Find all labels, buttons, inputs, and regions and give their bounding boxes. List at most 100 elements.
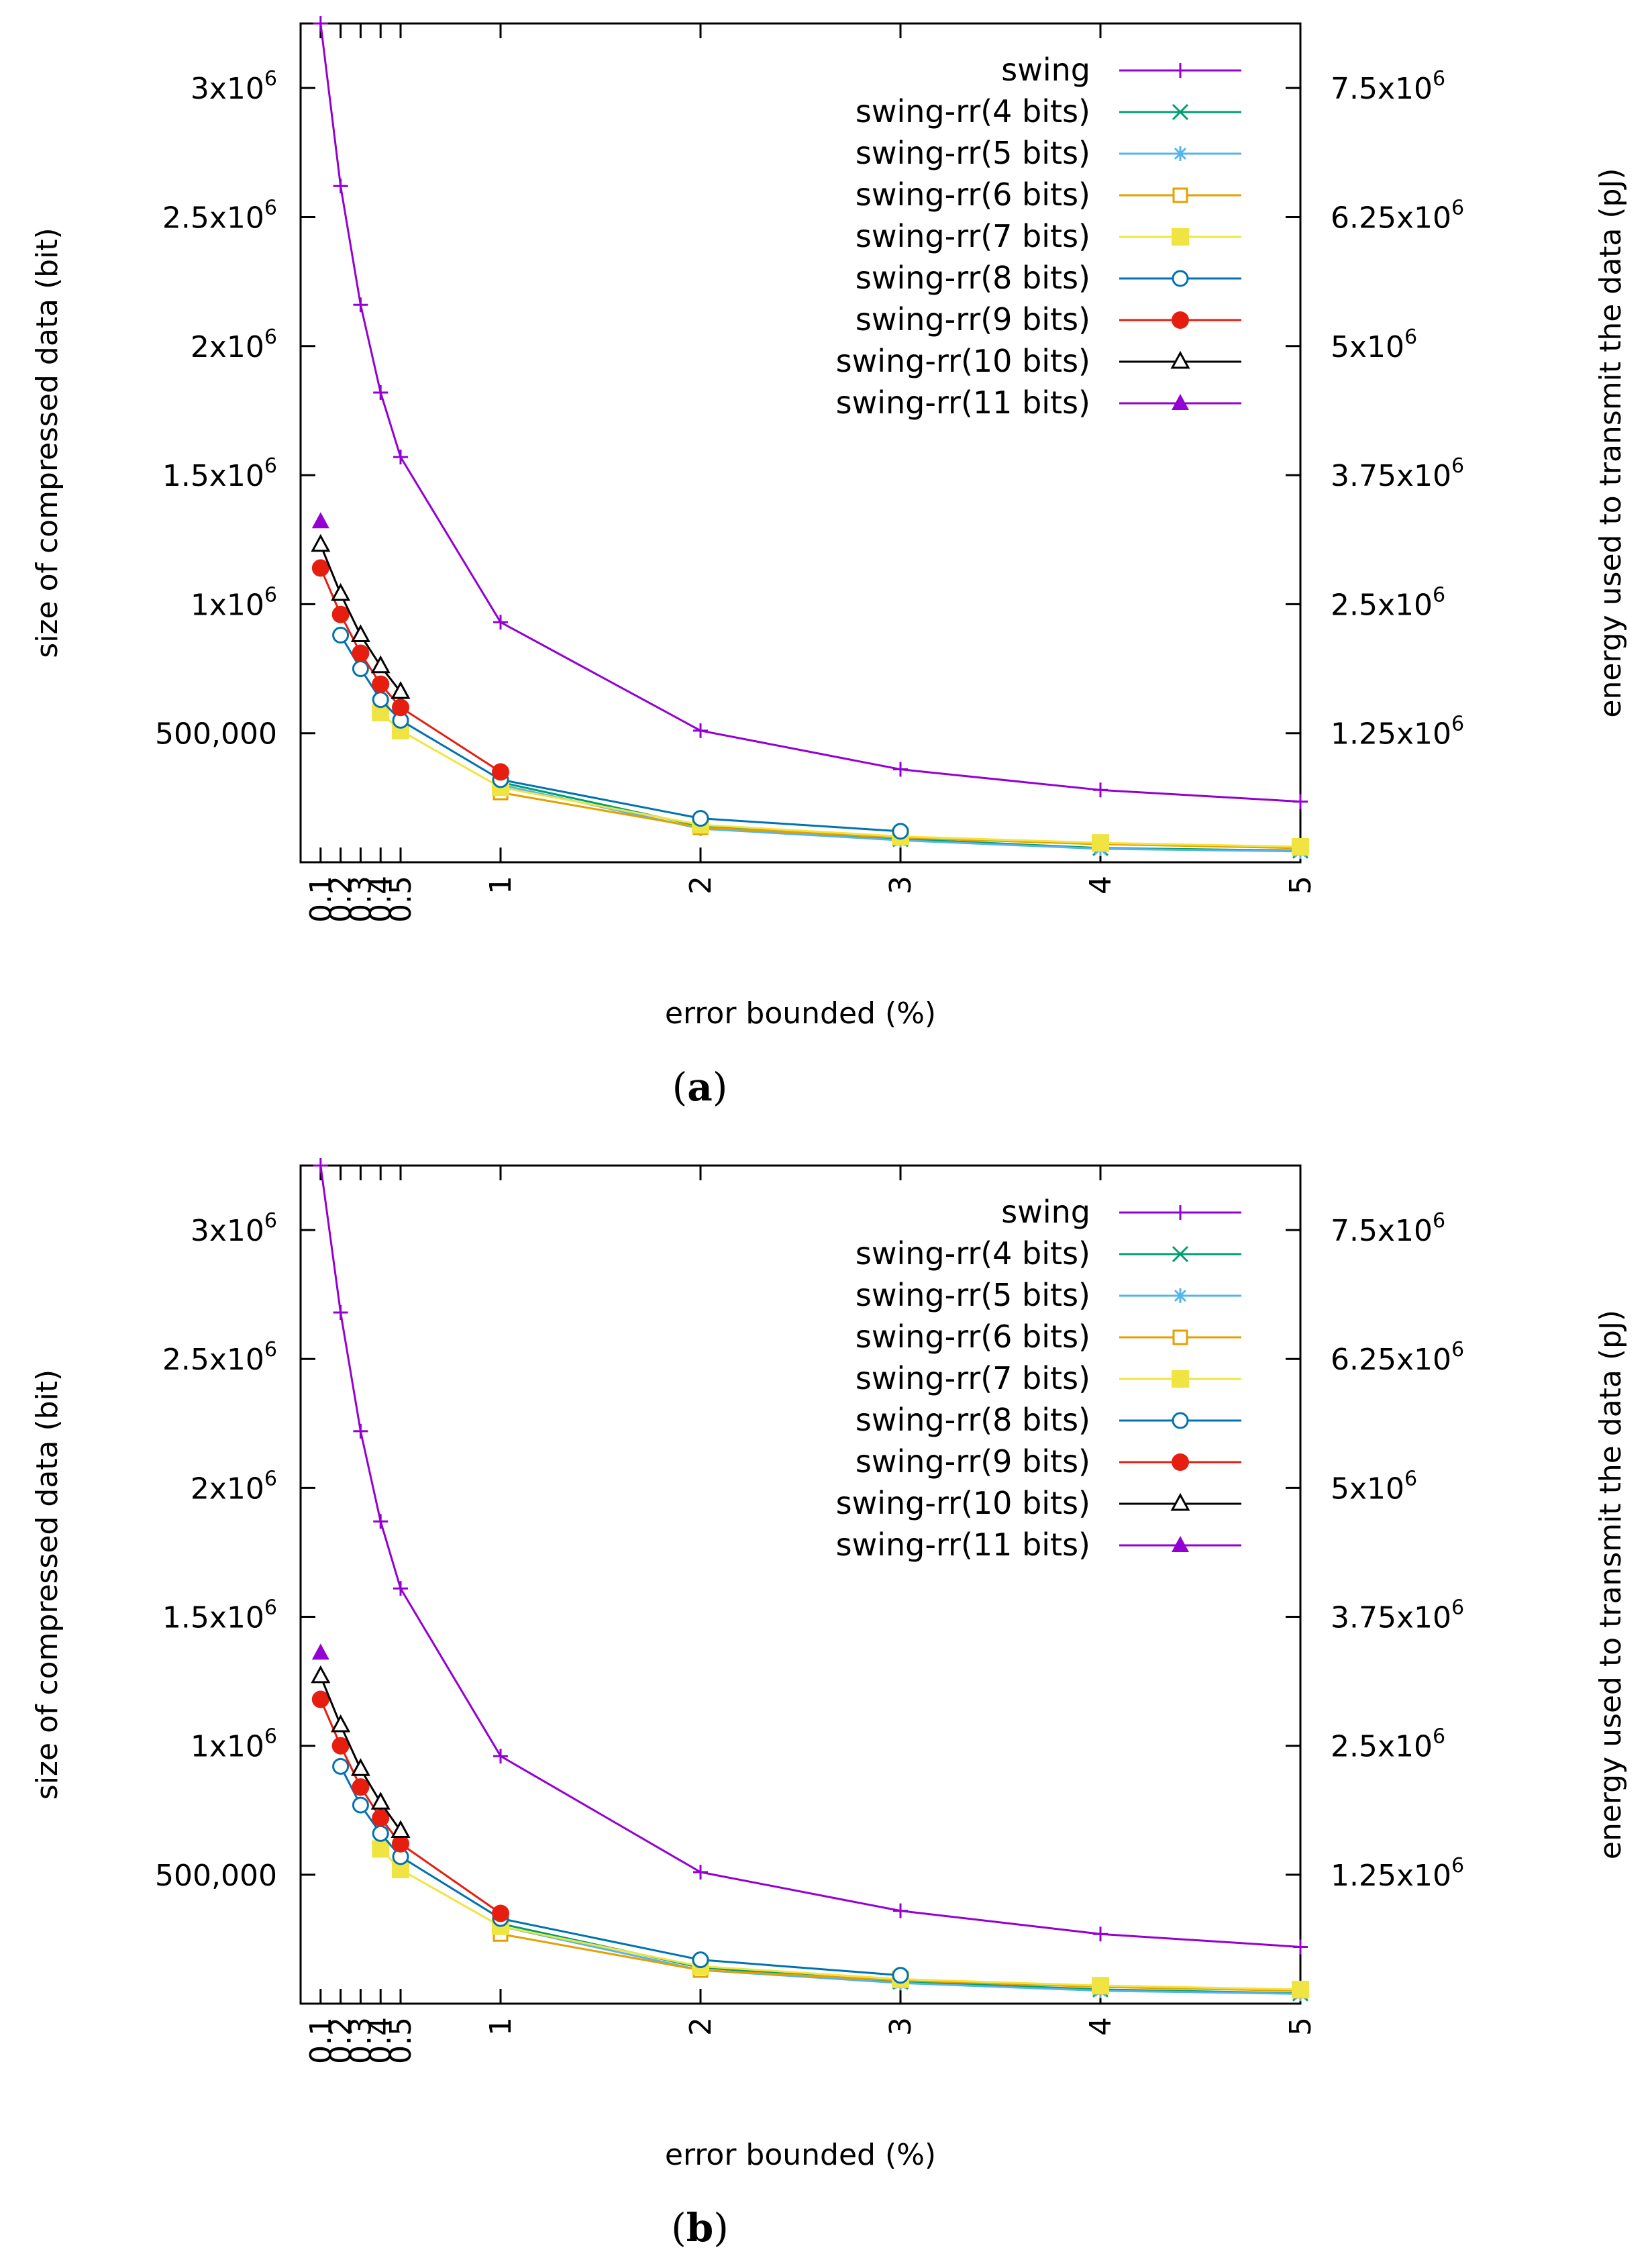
chart-b-y2-axis-title: energy used to transmit the data (pJ) [1594, 1310, 1628, 1859]
chart-a-x-tick-label: 5 [1284, 876, 1318, 894]
chart-a-y-tick-label-base: 1.5x10 [162, 459, 264, 493]
chart-b-x-tick-label: 0.5 [384, 2017, 418, 2064]
chart-a-y2-tick-label-exp: 6 [1433, 67, 1445, 91]
chart-a-legend-label: swing-rr(9 bits) [856, 301, 1090, 338]
chart-b-y2-tick-label-exp: 6 [1404, 1467, 1417, 1490]
chart-b-data-point [1093, 1926, 1108, 1942]
chart-a-y2-tick-label: 2.5x106 [1331, 583, 1445, 622]
chart-b-x-tick-label: 0.3 [344, 2017, 378, 2064]
chart-a-data-point [1093, 782, 1108, 798]
chart-b-series-0 [313, 1158, 1308, 1955]
chart-b-series-5 [332, 1757, 909, 1984]
chart-a-data-point [313, 16, 328, 31]
chart-a-legend-marker [1172, 228, 1189, 246]
chart-b-data-point [693, 1865, 708, 1880]
chart-a-data-point [311, 533, 331, 552]
chart-a-data-point [391, 681, 411, 699]
chart-a-data-point [352, 660, 369, 678]
chart-a-y2-tick-label-base: 2.5x10 [1331, 588, 1433, 622]
chart-a-data-point [353, 297, 368, 313]
chart-b-y-tick-label-exp: 6 [264, 1338, 277, 1361]
chart-a-y-tick-label: 2.5x106 [162, 196, 277, 235]
chart-a-data-point [393, 450, 408, 465]
chart-b-y2-tick-label-base: 2.5x10 [1331, 1730, 1433, 1764]
chart-a-y2-tick-label: 1.25x106 [1331, 713, 1464, 752]
chart-a-y2-tick-label-base: 6.25x10 [1331, 201, 1451, 235]
chart-a-y2-tick-label-exp: 6 [1451, 454, 1464, 478]
chart-a-data-point [1092, 834, 1109, 852]
chart-b-legend-marker [1172, 1536, 1189, 1552]
chart-b-series-8 [311, 1643, 329, 1660]
chart-a-y2-tick-label-exp: 6 [1433, 583, 1445, 607]
chart-a-data-point [311, 559, 329, 577]
chart-b-series-line [319, 1165, 1301, 1948]
chart-b-data-point [492, 1904, 509, 1922]
chart-b-y-tick-label: 3x106 [191, 1209, 277, 1248]
chart-b-x-tick-label: 0.1 [304, 2017, 338, 2064]
chart-a-y-tick-label-exp: 6 [264, 325, 277, 349]
chart-a-caption: (a) [672, 1064, 728, 1110]
chart-a-series-5 [332, 627, 909, 840]
chart-b-data-point [311, 1643, 329, 1660]
chart-a-data-point [692, 810, 709, 827]
chart-a-legend-label: swing-rr(4 bits) [856, 93, 1090, 130]
chart-a-data-point [372, 675, 390, 693]
chart-b-legend-marker [1172, 1453, 1189, 1471]
chart-b-y2-tick-label-exp: 6 [1433, 1725, 1445, 1749]
chart-b-data-point [370, 1792, 391, 1810]
chart-b-legend-label: swing-rr(4 bits) [856, 1235, 1090, 1272]
chart-b-data-point [1092, 1977, 1109, 1995]
chart-b-legend-label: swing-rr(10 bits) [836, 1485, 1090, 1521]
chart-a-data-point [492, 763, 509, 781]
chart-a-series-6 [311, 559, 509, 781]
chart-a-series-0 [313, 16, 1308, 809]
chart-b-series-7 [311, 1665, 411, 1839]
chart-a-series-7 [311, 533, 411, 699]
chart-a-x-tick-label: 4 [1084, 876, 1118, 894]
chart-b-y2-tick-label-base: 5x10 [1331, 1472, 1404, 1506]
chart-a-data-point [350, 624, 370, 643]
chart-a-plot-frame [299, 22, 1302, 864]
chart-b-legend-marker [1173, 1205, 1188, 1220]
chart-b-y-tick-label-exp: 6 [264, 1467, 277, 1490]
chart-b-legend-label: swing-rr(6 bits) [856, 1319, 1090, 1355]
chart-b-y-tick-label: 2.5x106 [162, 1338, 277, 1377]
chart-b-y2-tick-label-base: 7.5x10 [1331, 1214, 1433, 1248]
chart-a-x-axis-title: error bounded (%) [665, 996, 936, 1031]
chart-a-y2-tick-label: 7.5x106 [1331, 67, 1445, 106]
chart-b-y-tick-label-exp: 6 [264, 1209, 277, 1233]
chart-b-y2-tick-label: 1.25x106 [1331, 1854, 1464, 1893]
chart-b-legend-label: swing-rr(9 bits) [856, 1443, 1090, 1480]
chart-b-y-tick-label: 1x106 [191, 1725, 277, 1764]
chart-b-x-tick-label: 3 [884, 2017, 918, 2036]
chart-b-data-point [391, 1820, 411, 1839]
chart-b-y2-tick-label: 3.75x106 [1331, 1596, 1464, 1635]
chart-a-legend-marker [1173, 146, 1188, 161]
chart-a-x-tick-label: 2 [684, 876, 718, 894]
chart-a-data-point [1293, 794, 1308, 809]
chart-a-series-8 [311, 512, 329, 529]
chart-a-y-tick-label: 1x106 [191, 583, 277, 622]
chart-a-y-tick-label: 3x106 [191, 67, 277, 106]
chart-a-data-point [331, 582, 351, 601]
chart-a-data-point [1292, 837, 1309, 856]
chart-a-legend-marker [1172, 187, 1188, 203]
chart-b-data-point [311, 1690, 329, 1708]
chart-b-y-axis-title: size of compressed data (bit) [30, 1370, 64, 1800]
chart-b-x-tick-label: 0.2 [324, 2017, 358, 2064]
chart-a-data-point [892, 823, 909, 840]
chart-b-y-tick-label-exp: 6 [264, 1725, 277, 1749]
chart-b-legend-label: swing-rr(8 bits) [856, 1402, 1090, 1438]
chart-a-data-point [893, 762, 908, 777]
chart-a-y2-tick-label: 5x106 [1331, 325, 1417, 364]
chart-b-data-point [373, 1514, 389, 1529]
chart-a-y-tick-label-base: 500,000 [155, 717, 277, 752]
chart-b-legend-marker [1172, 1329, 1188, 1345]
chart-a-x-tick-label: 1 [484, 876, 518, 894]
chart-a-x-tick-label: 0.5 [384, 876, 418, 923]
chart-b-x-tick-label: 1 [484, 2017, 518, 2036]
chart-b-y-tick-label-base: 1.5x10 [162, 1601, 264, 1635]
chart-a-y2-tick-label-base: 1.25x10 [1331, 717, 1451, 752]
chart-a-legend-marker [1172, 270, 1189, 287]
